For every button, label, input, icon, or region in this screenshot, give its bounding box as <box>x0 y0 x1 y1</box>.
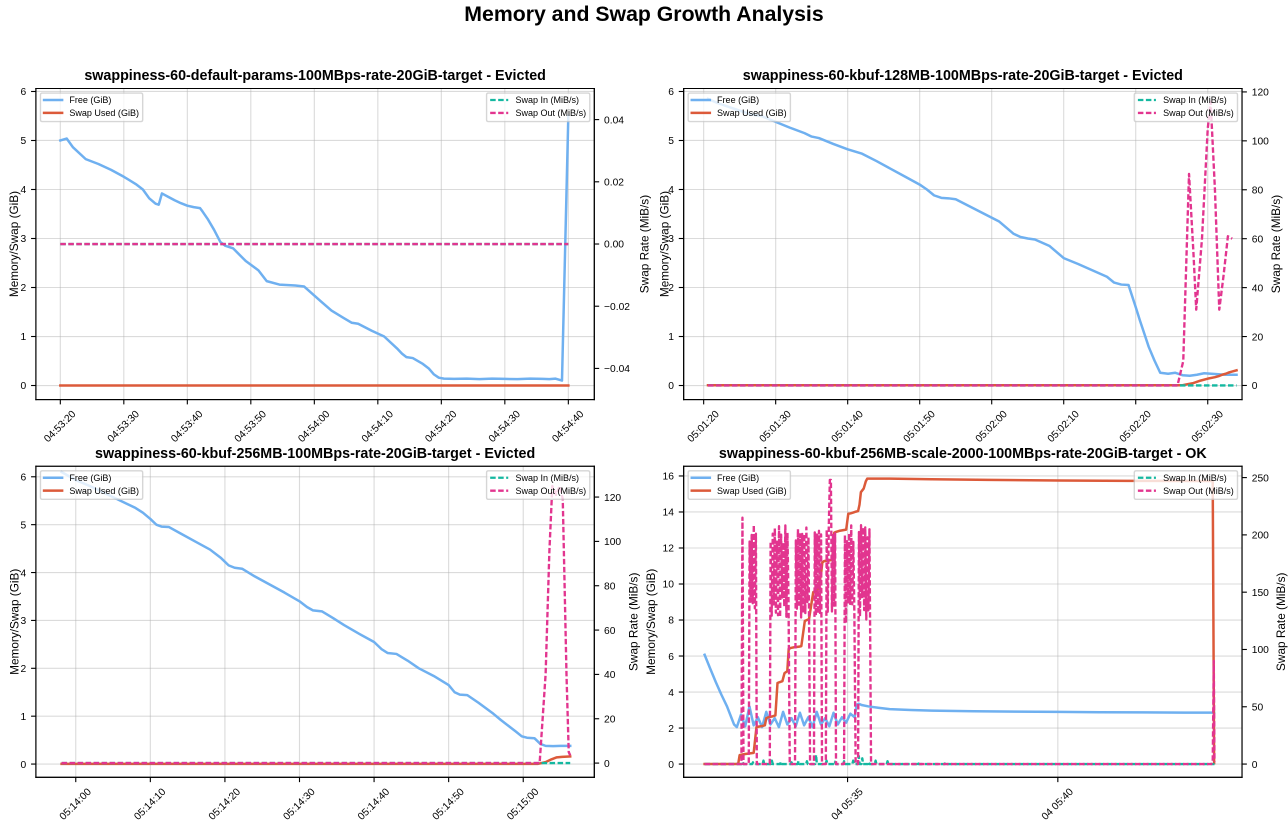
svg-text:50: 50 <box>1252 702 1264 713</box>
svg-text:Swap Out (MiB/s): Swap Out (MiB/s) <box>1163 108 1234 118</box>
svg-text:0: 0 <box>1252 381 1258 392</box>
svg-text:2: 2 <box>20 664 26 675</box>
svg-text:Free (GiB): Free (GiB) <box>69 473 111 483</box>
svg-text:4: 4 <box>20 568 26 579</box>
svg-text:0.02: 0.02 <box>604 178 624 189</box>
svg-text:Free (GiB): Free (GiB) <box>717 95 759 105</box>
svg-text:Memory/Swap (GiB): Memory/Swap (GiB) <box>7 191 21 297</box>
svg-text:4: 4 <box>20 185 26 196</box>
svg-text:1: 1 <box>20 712 26 723</box>
svg-text:Free (GiB): Free (GiB) <box>717 473 759 483</box>
svg-text:20: 20 <box>1252 332 1264 343</box>
svg-text:Swap Rate (MiB/s): Swap Rate (MiB/s) <box>1274 573 1288 671</box>
svg-text:0.04: 0.04 <box>604 115 624 126</box>
svg-text:Swap Rate (MiB/s): Swap Rate (MiB/s) <box>1269 195 1283 293</box>
svg-text:0: 0 <box>668 760 674 771</box>
svg-text:2: 2 <box>668 724 674 735</box>
svg-text:6: 6 <box>20 473 26 484</box>
svg-text:10: 10 <box>663 580 675 591</box>
svg-text:Swap Used (GiB): Swap Used (GiB) <box>69 108 139 118</box>
svg-text:6: 6 <box>668 87 674 98</box>
svg-text:80: 80 <box>604 581 616 592</box>
svg-text:Memory/Swap (GiB): Memory/Swap (GiB) <box>657 191 671 297</box>
svg-text:0: 0 <box>1252 760 1258 771</box>
svg-text:120: 120 <box>604 493 621 504</box>
svg-text:40: 40 <box>604 670 616 681</box>
svg-text:Swap Used (GiB): Swap Used (GiB) <box>717 108 787 118</box>
svg-text:Memory/Swap (GiB): Memory/Swap (GiB) <box>7 569 21 675</box>
svg-text:100: 100 <box>604 537 621 548</box>
svg-text:0: 0 <box>668 381 674 392</box>
svg-text:20: 20 <box>604 714 616 725</box>
svg-text:0: 0 <box>604 759 610 770</box>
svg-text:Swap In (MiB/s): Swap In (MiB/s) <box>1163 95 1227 105</box>
svg-text:12: 12 <box>663 544 675 555</box>
svg-text:Memory/Swap (GiB): Memory/Swap (GiB) <box>644 569 658 675</box>
svg-text:−0.04: −0.04 <box>604 364 630 375</box>
svg-text:3: 3 <box>20 616 26 627</box>
svg-text:0.00: 0.00 <box>604 240 624 251</box>
svg-text:200: 200 <box>1252 531 1269 542</box>
svg-text:6: 6 <box>20 87 26 98</box>
svg-text:5: 5 <box>668 136 674 147</box>
svg-text:1: 1 <box>668 332 674 343</box>
svg-text:Memory and Swap Growth Analysi: Memory and Swap Growth Analysis <box>464 2 823 26</box>
svg-text:swappiness-60-kbuf-256MB-scale: swappiness-60-kbuf-256MB-scale-2000-100M… <box>719 446 1208 462</box>
svg-text:14: 14 <box>663 508 675 519</box>
svg-text:4: 4 <box>668 688 674 699</box>
svg-text:Swap Used (GiB): Swap Used (GiB) <box>69 486 139 496</box>
svg-text:Free (GiB): Free (GiB) <box>69 95 111 105</box>
svg-text:0: 0 <box>20 760 26 771</box>
svg-text:5: 5 <box>20 520 26 531</box>
svg-text:120: 120 <box>1252 88 1269 99</box>
svg-text:Swap Rate (MiB/s): Swap Rate (MiB/s) <box>637 195 651 293</box>
svg-text:100: 100 <box>1252 137 1269 148</box>
svg-text:3: 3 <box>20 234 26 245</box>
svg-text:5: 5 <box>20 136 26 147</box>
svg-text:3: 3 <box>668 234 674 245</box>
svg-text:4: 4 <box>668 185 674 196</box>
svg-text:250: 250 <box>1252 473 1269 484</box>
svg-text:Swap In (MiB/s): Swap In (MiB/s) <box>1163 473 1227 483</box>
svg-text:150: 150 <box>1252 588 1269 599</box>
svg-text:Swap In (MiB/s): Swap In (MiB/s) <box>515 95 579 105</box>
svg-text:1: 1 <box>20 332 26 343</box>
svg-text:16: 16 <box>663 472 675 483</box>
svg-text:Swap Out (MiB/s): Swap Out (MiB/s) <box>1163 486 1234 496</box>
svg-text:60: 60 <box>604 626 616 637</box>
svg-text:0: 0 <box>20 381 26 392</box>
svg-text:swappiness-60-kbuf-256MB-100MB: swappiness-60-kbuf-256MB-100MBps-rate-20… <box>95 446 535 462</box>
svg-text:swappiness-60-default-params-1: swappiness-60-default-params-100MBps-rat… <box>84 68 546 84</box>
svg-text:60: 60 <box>1252 234 1264 245</box>
svg-text:Swap Rate (MiB/s): Swap Rate (MiB/s) <box>626 573 640 671</box>
svg-text:6: 6 <box>668 652 674 663</box>
svg-text:Swap Used (GiB): Swap Used (GiB) <box>717 486 787 496</box>
svg-text:Swap Out (MiB/s): Swap Out (MiB/s) <box>515 108 586 118</box>
svg-text:Swap Out (MiB/s): Swap Out (MiB/s) <box>515 486 586 496</box>
svg-text:2: 2 <box>20 283 26 294</box>
svg-text:100: 100 <box>1252 645 1269 656</box>
svg-text:40: 40 <box>1252 283 1264 294</box>
svg-text:8: 8 <box>668 616 674 627</box>
svg-text:Swap In (MiB/s): Swap In (MiB/s) <box>515 473 579 483</box>
svg-text:2: 2 <box>668 283 674 294</box>
svg-text:−0.02: −0.02 <box>604 302 630 313</box>
svg-text:80: 80 <box>1252 185 1264 196</box>
svg-text:swappiness-60-kbuf-128MB-100MB: swappiness-60-kbuf-128MB-100MBps-rate-20… <box>743 68 1183 84</box>
